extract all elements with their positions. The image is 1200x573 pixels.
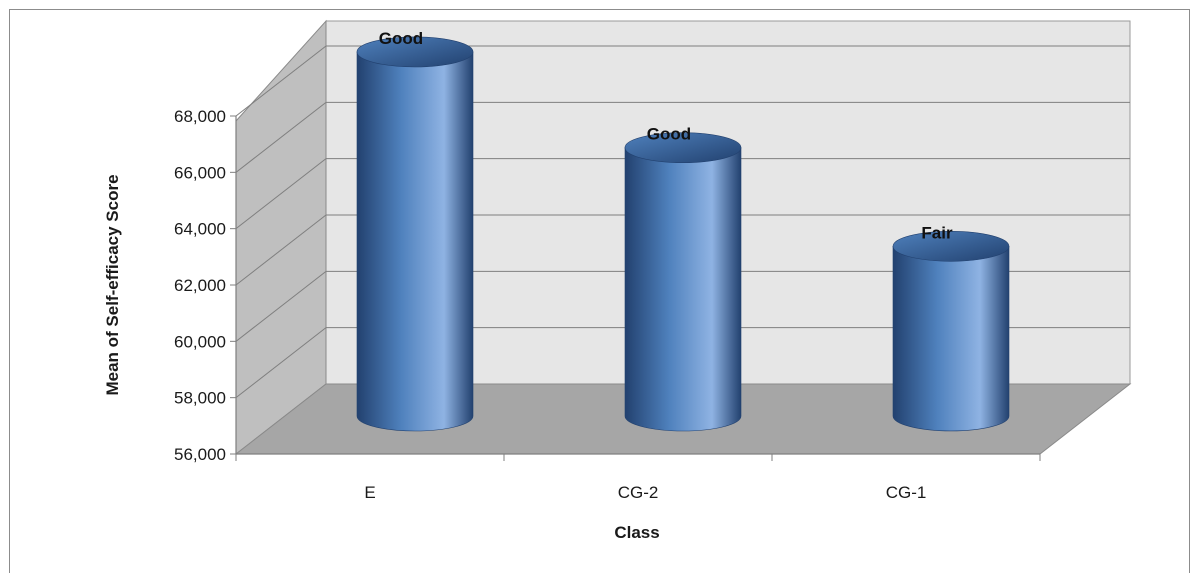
y-tick-label: 66,000 bbox=[174, 163, 226, 182]
bar bbox=[356, 36, 474, 432]
bar-top bbox=[356, 36, 474, 68]
data-label: Good bbox=[647, 125, 691, 144]
bar-top bbox=[624, 132, 742, 163]
data-label: Fair bbox=[921, 223, 953, 242]
y-tick-label: 56,000 bbox=[174, 445, 226, 464]
y-tick-label: 58,000 bbox=[174, 389, 226, 408]
gridline-side bbox=[235, 101, 327, 173]
x-tick-label: E bbox=[364, 483, 375, 502]
bar bbox=[624, 132, 742, 432]
bar bbox=[892, 230, 1010, 432]
bar-body bbox=[892, 245, 1010, 432]
bars bbox=[356, 36, 1010, 432]
bar-top bbox=[892, 230, 1010, 262]
gridline-side bbox=[235, 327, 327, 399]
gridline-side bbox=[235, 270, 327, 342]
y-tick-label: 62,000 bbox=[174, 276, 226, 295]
x-tick-label: CG-1 bbox=[886, 483, 927, 502]
data-labels: Good Good Fair bbox=[379, 29, 953, 242]
gridline-side bbox=[235, 45, 327, 117]
y-tick-label: 60,000 bbox=[174, 332, 226, 351]
data-label: Good bbox=[379, 29, 423, 48]
y-axis-ticks: 56,000 58,000 60,000 62,000 64,000 66,000 68,0… bbox=[174, 107, 236, 464]
x-tick-label: CG-2 bbox=[618, 483, 659, 502]
y-tick-label: 64,000 bbox=[174, 220, 226, 239]
x-axis-ticks: E CG-2 CG-1 bbox=[235, 454, 1041, 502]
y-axis-title: Mean of Self-efficacy Score bbox=[103, 174, 122, 395]
bar-body bbox=[624, 147, 742, 432]
bar-body bbox=[356, 51, 474, 432]
gridline-side bbox=[235, 158, 327, 230]
side-wall bbox=[235, 19, 327, 456]
x-axis-title: Class bbox=[614, 523, 659, 542]
y-tick-label: 68,000 bbox=[174, 107, 226, 126]
gridline-side bbox=[235, 214, 327, 286]
